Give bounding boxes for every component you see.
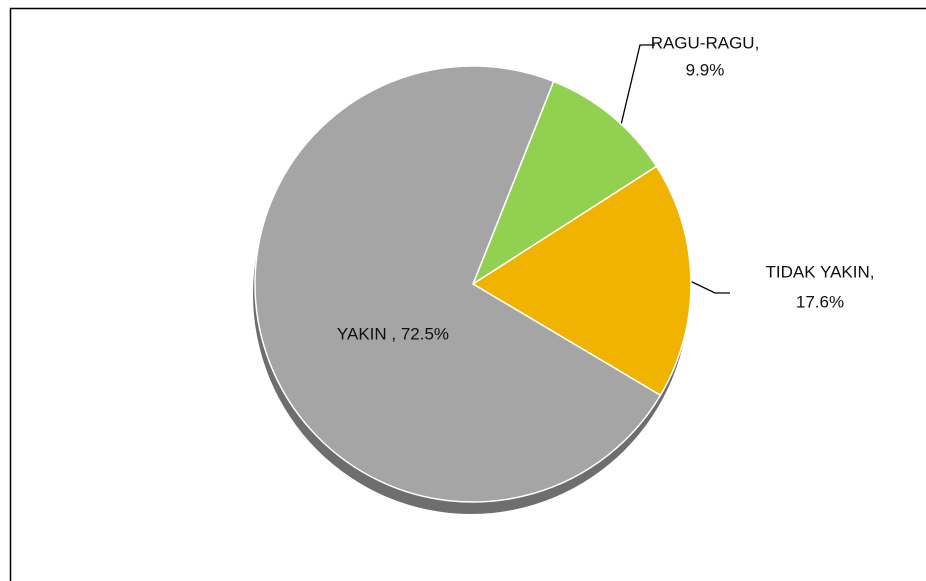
leader-line <box>614 44 655 151</box>
data-label: 9.9% <box>686 60 725 79</box>
data-label: 17.6% <box>796 292 844 311</box>
data-label: RAGU-RAGU, <box>651 33 760 52</box>
data-label: TIDAK YAKIN, <box>766 262 875 281</box>
pie-slice <box>471 80 658 286</box>
pie-slice <box>471 165 692 397</box>
leader-line <box>687 279 730 294</box>
data-label: YAKIN , 72.5% <box>337 324 449 343</box>
pie-slice <box>254 65 662 503</box>
